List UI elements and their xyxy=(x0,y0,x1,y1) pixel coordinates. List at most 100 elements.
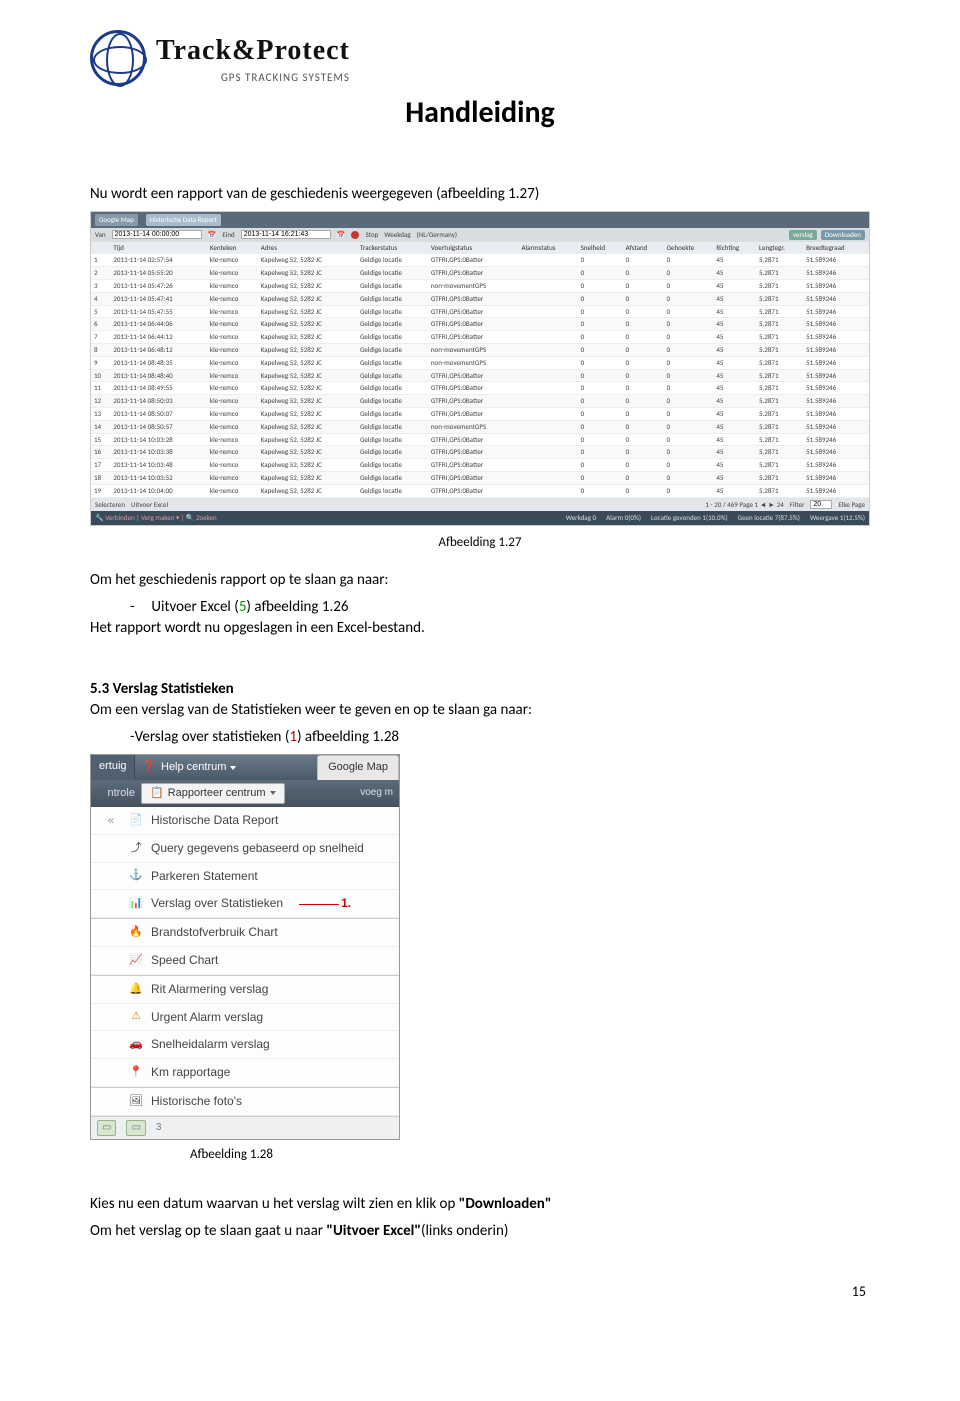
footer-badge-1[interactable]: ▭ xyxy=(97,1120,116,1136)
menu-item[interactable]: ⚓Parkeren Statement xyxy=(91,863,399,891)
table-row[interactable]: 162013-11-14 10:03:38kle-remcoKapelweg 5… xyxy=(91,446,869,459)
menu-item-label: Speed Chart xyxy=(151,952,218,969)
table-header: Tijd xyxy=(110,242,207,254)
dropdown-rapporteer[interactable]: 📋 Rapporteer centrum xyxy=(141,783,285,804)
table-row[interactable]: 52013-11-14 05:47:55kle-remcoKapelweg 52… xyxy=(91,305,869,318)
table-row[interactable]: 142013-11-14 08:50:57kle-remcoKapelweg 5… xyxy=(91,420,869,433)
menu-item-label: Parkeren Statement xyxy=(151,868,258,885)
table-header xyxy=(91,242,110,254)
menu-item[interactable]: 🚗Snelheidalarm verslag xyxy=(91,1031,399,1059)
table-header: Alarmstatus xyxy=(519,242,578,254)
page-title: Handleiding xyxy=(90,92,870,134)
menu-item[interactable]: 📊Verslag over Statistieken1. xyxy=(91,890,399,918)
table-header: Kenteken xyxy=(207,242,258,254)
table-row[interactable]: 172013-11-14 10:03:48kle-remcoKapelweg 5… xyxy=(91,459,869,472)
voeg-label: voeg m xyxy=(360,786,393,800)
menu-item-icon: 🖼 xyxy=(129,1094,143,1108)
label-van: Van xyxy=(95,230,106,240)
menu-item-icon: 📈 xyxy=(129,953,143,967)
legend-3: Geen locatie 7(87.5%) xyxy=(738,513,800,523)
pager[interactable]: 1 - 20 / 469 Page 1 ◄ ► 24 xyxy=(705,500,783,510)
col-left-bot: ntrole xyxy=(97,786,135,801)
table-header: Gehoekte xyxy=(664,242,714,254)
label-tz: (NL/Germany) xyxy=(417,230,457,240)
menu-item[interactable]: 📈 Speed Chart xyxy=(91,947,399,975)
menu-item[interactable]: «📄Historische Data Report xyxy=(91,807,399,835)
menu-item[interactable]: 🖼Historische foto's xyxy=(91,1088,399,1116)
menu-item[interactable]: ⚠ Urgent Alarm verslag xyxy=(91,1004,399,1032)
help-label[interactable]: Help centrum xyxy=(161,760,226,775)
chevron-down-icon xyxy=(230,766,236,770)
btn-verslag[interactable]: verslag xyxy=(789,230,817,240)
table-header: Lengtegr. xyxy=(756,242,803,254)
logo: Track&Protect GPS TRACKING SYSTEMS xyxy=(90,30,870,86)
menu-screenshot: ertuig ❓ Help centrum Google Map ntrole … xyxy=(90,754,400,1140)
menu-item-label: Historische Data Report xyxy=(151,812,278,829)
menu-item[interactable]: 🔥Brandstofverbruik Chart xyxy=(91,919,399,947)
input-range-start[interactable] xyxy=(112,230,202,239)
table-row[interactable]: 32013-11-14 05:47:26kle-remcoKapelweg 52… xyxy=(91,279,869,292)
menu-item-icon: 📍 xyxy=(129,1066,143,1080)
footer-count: 3 xyxy=(156,1121,162,1135)
btn-download[interactable]: Downloaden xyxy=(821,230,865,240)
menu-item-icon: ⤴ xyxy=(129,841,143,855)
table-row[interactable]: 92013-11-14 08:48:35kle-remcoKapelweg 52… xyxy=(91,356,869,369)
input-range-end[interactable] xyxy=(241,230,331,239)
menu-item-label: Query gegevens gebaseerd op snelheid xyxy=(151,840,364,857)
menu-footer: ▭ ▭ 3 xyxy=(91,1116,399,1139)
table-row[interactable]: 122013-11-14 08:50:03kle-remcoKapelweg 5… xyxy=(91,395,869,408)
table-row[interactable]: 132013-11-14 08:50:07kle-remcoKapelweg 5… xyxy=(91,407,869,420)
legend-0: Werkdag 0 xyxy=(566,513,596,523)
p-save-item: - Uitvoer Excel (5) afbeelding 1.26 xyxy=(90,597,870,618)
help-icon: ❓ xyxy=(141,760,157,775)
btn-stop[interactable]: Stop xyxy=(365,230,378,240)
report-screenshot: Google Map Historische Data Report Van 📅… xyxy=(90,211,870,526)
menu-topbar: ertuig ❓ Help centrum Google Map xyxy=(91,755,399,779)
menu-item-label: Urgent Alarm verslag xyxy=(151,1009,263,1026)
report-toolbar: Van 📅 Eind 📅 Stop Weekdag (NL/Germany) v… xyxy=(91,228,869,242)
cal-icon[interactable]: 📅 xyxy=(208,230,217,240)
table-row[interactable]: 82013-11-14 06:48:12kle-remcoKapelweg 52… xyxy=(91,343,869,356)
menu-item-icon: ⚠ xyxy=(129,1010,143,1024)
table-header: Afstand xyxy=(623,242,664,254)
btn-selecteren[interactable]: Selecteren xyxy=(95,500,125,510)
legend-2: Locatie gevonden 1(10.0%) xyxy=(651,513,728,523)
report-legend: 🔧 Verbinden | Verg maken ▾ | 🔍 Zoeken We… xyxy=(91,511,869,525)
tab-history-report[interactable]: Historische Data Report xyxy=(146,214,221,226)
logo-subtitle: GPS TRACKING SYSTEMS xyxy=(156,70,350,85)
tab-google-map[interactable]: Google Map xyxy=(95,214,138,226)
table-row[interactable]: 182013-11-14 10:03:52kle-remcoKapelweg 5… xyxy=(91,471,869,484)
p-stats-item: -Verslag over statistieken (1) afbeeldin… xyxy=(90,727,870,748)
filter-suffix: Elke Page xyxy=(838,500,865,510)
menu-item[interactable]: ⤴ Query gegevens gebaseerd op snelheid xyxy=(91,835,399,863)
table-row[interactable]: 152013-11-14 10:03:28kle-remcoKapelweg 5… xyxy=(91,433,869,446)
p-save-excel: Om het verslag op te slaan gaat u naar "… xyxy=(90,1221,870,1242)
menu-item[interactable]: 📍Km rapportage xyxy=(91,1059,399,1087)
table-row[interactable]: 62013-11-14 06:44:06kle-remcoKapelweg 52… xyxy=(91,318,869,331)
tab-google-map-2[interactable]: Google Map xyxy=(317,755,399,779)
table-row[interactable]: 12013-11-14 02:57:54kle-remcoKapelweg 52… xyxy=(91,254,869,267)
legend-1: Alarm 0(0%) xyxy=(606,513,641,523)
legend-left: 🔧 Verbinden | Verg maken ▾ | 🔍 Zoeken xyxy=(95,513,217,523)
table-row[interactable]: 112013-11-14 08:49:55kle-remcoKapelweg 5… xyxy=(91,382,869,395)
menu-item-icon: 📄 xyxy=(129,813,143,827)
table-header: Adres xyxy=(258,242,357,254)
table-row[interactable]: 102013-11-14 08:48:40kle-remcoKapelweg 5… xyxy=(91,369,869,382)
table-row[interactable]: 22013-11-14 05:55:20kle-remcoKapelweg 52… xyxy=(91,267,869,280)
btn-weekday[interactable]: Weekdag xyxy=(384,230,410,240)
menu-item-icon: 🔥 xyxy=(129,926,143,940)
p3b-num: 1 xyxy=(289,728,297,746)
table-row[interactable]: 192013-11-14 10:04:00kle-remcoKapelweg 5… xyxy=(91,484,869,497)
menu-item[interactable]: 🔔Rit Alarmering verslag xyxy=(91,976,399,1004)
table-row[interactable]: 42013-11-14 05:47:41kle-remcoKapelweg 52… xyxy=(91,292,869,305)
filter-count[interactable] xyxy=(810,500,832,509)
footer-badge-2[interactable]: ▭ xyxy=(126,1120,145,1136)
menu-item-label: Rit Alarmering verslag xyxy=(151,981,268,998)
intro-paragraph: Nu wordt een rapport van de geschiedenis… xyxy=(90,184,870,205)
table-row[interactable]: 72013-11-14 06:44:12kle-remcoKapelweg 52… xyxy=(91,331,869,344)
p-save-result: Het rapport wordt nu opgeslagen in een E… xyxy=(90,618,870,639)
annotation: 1. xyxy=(297,895,351,912)
btn-uitvoer-excel[interactable]: Uitvoer Excel xyxy=(131,500,168,510)
cal-icon[interactable]: 📅 xyxy=(337,230,346,240)
menu-list: «📄Historische Data Report⤴Query gegevens… xyxy=(91,807,399,1116)
